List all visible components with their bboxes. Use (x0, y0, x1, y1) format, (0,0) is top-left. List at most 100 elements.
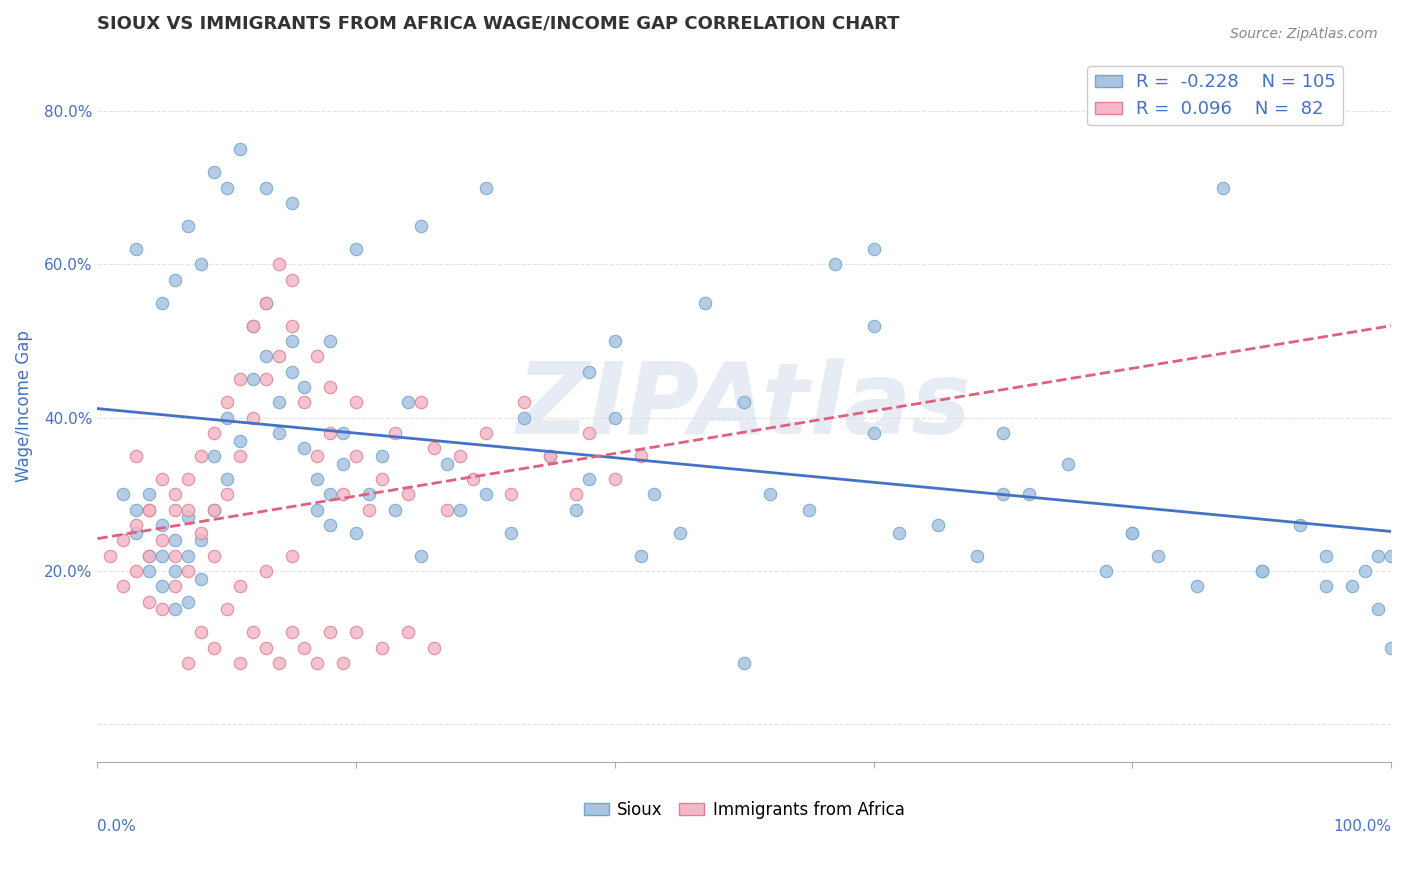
Point (190, 625, 212, 640)
Point (112, 533, 135, 548)
Point (371, 472, 394, 486)
Text: ZIPAtlas: ZIPAtlas (517, 358, 972, 455)
Point (409, 549, 432, 563)
Point (307, 656, 329, 670)
Point (229, 143, 252, 157)
Point (1315, 549, 1337, 563)
Point (165, 549, 187, 563)
Point (165, 579, 187, 593)
Point (125, 449, 148, 463)
Point (242, 372, 264, 386)
Point (254, 640, 277, 655)
Point (280, 625, 302, 640)
Text: SIOUX VS IMMIGRANTS FROM AFRICA WAGE/INCOME GAP CORRELATION CHART: SIOUX VS IMMIGRANTS FROM AFRICA WAGE/INC… (97, 15, 900, 33)
Legend: Sioux, Immigrants from Africa: Sioux, Immigrants from Africa (576, 794, 911, 825)
Point (824, 257, 846, 271)
Point (267, 425, 290, 440)
Point (242, 318, 264, 333)
Point (229, 372, 252, 386)
Point (229, 579, 252, 593)
Point (267, 395, 290, 409)
Point (267, 656, 290, 670)
Point (759, 487, 782, 501)
Point (202, 425, 225, 440)
Text: 100.0%: 100.0% (1333, 820, 1391, 834)
Point (319, 425, 342, 440)
Point (1341, 579, 1364, 593)
Point (966, 549, 988, 563)
Point (1354, 564, 1376, 578)
Point (474, 180, 496, 194)
Point (332, 656, 354, 670)
Point (501, 525, 523, 540)
Point (254, 295, 277, 310)
Point (215, 180, 238, 194)
Point (1147, 549, 1170, 563)
Point (138, 549, 160, 563)
Point (150, 549, 173, 563)
Point (319, 380, 342, 394)
Point (190, 525, 212, 540)
Point (1379, 640, 1402, 655)
Point (280, 273, 302, 287)
Point (294, 380, 316, 394)
Point (371, 449, 394, 463)
Point (202, 549, 225, 563)
Point (242, 625, 264, 640)
Point (862, 242, 884, 256)
Point (242, 318, 264, 333)
Point (1379, 549, 1402, 563)
Point (319, 625, 342, 640)
Point (396, 625, 419, 640)
Point (889, 525, 911, 540)
Point (436, 457, 458, 471)
Point (165, 602, 187, 616)
Point (215, 472, 238, 486)
Point (294, 640, 316, 655)
Point (991, 487, 1014, 501)
Point (1185, 579, 1208, 593)
Point (229, 449, 252, 463)
Point (862, 425, 884, 440)
Point (177, 564, 200, 578)
Point (513, 395, 536, 409)
Point (1250, 564, 1272, 578)
Point (319, 334, 342, 348)
Point (190, 257, 212, 271)
Point (449, 502, 471, 516)
Point (177, 549, 200, 563)
Point (267, 349, 290, 363)
Point (991, 425, 1014, 440)
Point (138, 502, 160, 516)
Point (409, 395, 432, 409)
Point (138, 502, 160, 516)
Point (177, 510, 200, 524)
Point (202, 502, 225, 516)
Point (125, 242, 148, 256)
Point (280, 196, 302, 211)
Point (202, 502, 225, 516)
Point (150, 295, 173, 310)
Point (668, 525, 690, 540)
Point (125, 564, 148, 578)
Point (254, 295, 277, 310)
Point (384, 425, 406, 440)
Point (138, 549, 160, 563)
Text: 0.0%: 0.0% (97, 820, 136, 834)
Point (100, 549, 122, 563)
Point (436, 502, 458, 516)
Point (565, 487, 588, 501)
Point (332, 425, 354, 440)
Point (1056, 457, 1078, 471)
Point (177, 502, 200, 516)
Point (150, 472, 173, 486)
Point (1367, 549, 1389, 563)
Point (643, 487, 665, 501)
Point (190, 533, 212, 548)
Point (423, 442, 446, 456)
Point (112, 487, 135, 501)
Point (215, 410, 238, 425)
Point (630, 549, 652, 563)
Point (177, 219, 200, 233)
Point (513, 410, 536, 425)
